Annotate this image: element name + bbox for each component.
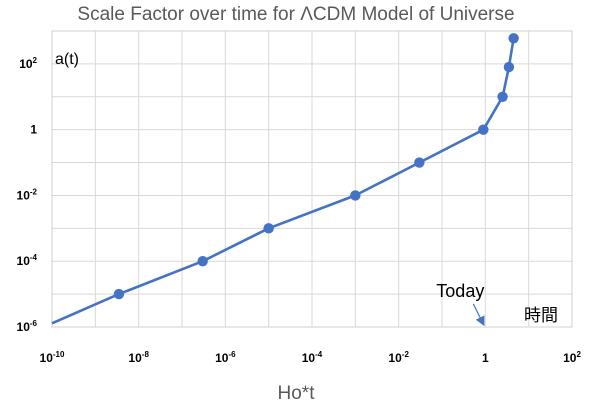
x-tick-label: 10-6: [215, 350, 236, 365]
x-tick-label: 1: [482, 351, 489, 365]
time-annotation: 時間: [524, 306, 558, 326]
x-tick-label: 10-8: [128, 350, 149, 365]
y-axis-tick-labels: 10-6 10-4 10-2 1 102: [17, 56, 38, 334]
x-axis-label: Ho*t: [278, 383, 316, 404]
data-point: [263, 223, 274, 234]
data-point-markers: [113, 33, 519, 300]
today-annotation: Today: [436, 281, 484, 301]
y-tick-label: 10-4: [17, 253, 38, 268]
y-tick-label: 10-6: [17, 319, 38, 334]
data-point: [113, 288, 125, 300]
data-point: [478, 124, 489, 135]
vertical-gridlines: [51, 31, 573, 327]
y-axis-label: a(t): [55, 51, 79, 68]
data-point: [350, 190, 361, 201]
today-arrow: [472, 303, 485, 327]
plot-area-border: [51, 30, 573, 328]
chart-title: Scale Factor over time for ΛCDM Model of…: [77, 4, 514, 25]
series-line: [51, 38, 515, 325]
data-point: [503, 61, 515, 73]
x-tick-label: 10-10: [40, 350, 65, 365]
y-tick-label: 102: [19, 56, 37, 71]
x-tick-label: 10-2: [388, 350, 409, 365]
data-point: [508, 33, 519, 44]
x-tick-label: 102: [563, 350, 581, 365]
data-point: [197, 256, 208, 267]
y-tick-label: 10-2: [17, 187, 38, 202]
data-point: [497, 91, 508, 102]
data-point: [414, 157, 425, 168]
x-tick-label: 10-4: [302, 350, 323, 365]
x-axis-tick-labels: 10-10 10-8 10-6 10-4 10-2 1 102: [40, 350, 582, 365]
y-tick-label: 1: [30, 123, 37, 137]
